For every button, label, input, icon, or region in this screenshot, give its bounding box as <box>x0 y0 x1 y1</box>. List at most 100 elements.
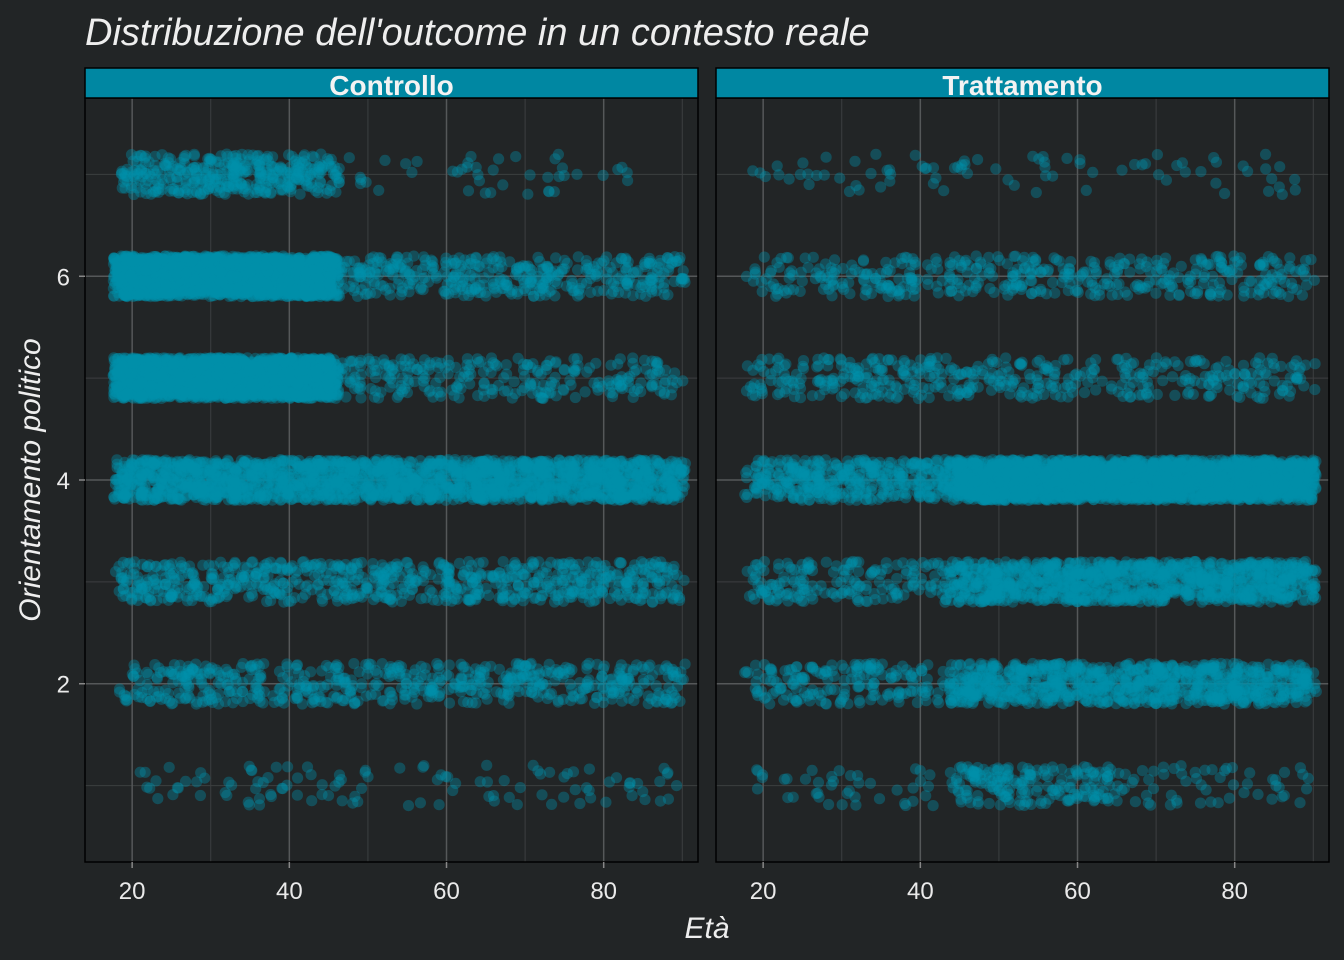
data-point <box>183 666 195 679</box>
data-point <box>519 669 531 681</box>
data-point <box>526 556 538 568</box>
data-point <box>384 698 396 710</box>
data-point <box>550 664 562 676</box>
data-point <box>502 680 514 692</box>
data-point <box>409 493 421 505</box>
data-point <box>223 776 235 788</box>
data-point <box>282 761 294 773</box>
data-point <box>356 591 368 603</box>
data-point <box>190 698 202 710</box>
data-point <box>182 567 194 580</box>
data-point <box>565 695 577 707</box>
data-point <box>255 672 267 684</box>
data-point <box>583 763 596 775</box>
data-point <box>583 674 595 686</box>
data-point <box>250 678 262 690</box>
data-point <box>462 459 474 471</box>
data-point <box>545 688 558 700</box>
data-point <box>653 687 665 699</box>
data-point <box>443 683 455 696</box>
data-point <box>307 681 320 693</box>
data-point <box>584 567 597 579</box>
data-point <box>666 580 678 592</box>
data-point <box>469 670 482 682</box>
data-point <box>398 689 410 701</box>
data-point <box>522 476 534 488</box>
data-point <box>613 686 626 698</box>
data-point <box>423 684 435 696</box>
data-point <box>660 693 672 705</box>
data-point <box>360 659 372 671</box>
data-point <box>245 660 257 672</box>
data-point <box>616 672 628 685</box>
data-point <box>331 679 343 691</box>
data-point <box>391 454 403 466</box>
data-point <box>458 680 470 693</box>
data-point <box>422 691 434 703</box>
data-point <box>485 660 497 672</box>
data-point <box>352 695 364 707</box>
data-point <box>462 594 475 606</box>
data-point <box>243 760 255 772</box>
data-point <box>614 676 626 688</box>
data-point <box>454 681 466 694</box>
data-point <box>321 679 333 691</box>
data-point <box>144 782 156 794</box>
data-point <box>141 561 154 573</box>
data-point <box>574 693 586 705</box>
data-point <box>155 484 167 496</box>
data-point <box>666 696 678 709</box>
data-point <box>566 683 578 696</box>
data-point <box>212 667 224 679</box>
data-point <box>139 766 151 778</box>
data-point <box>420 566 432 578</box>
data-point <box>581 676 593 688</box>
data-point <box>250 783 262 795</box>
data-point <box>273 665 286 678</box>
data-point <box>186 461 198 474</box>
data-point <box>136 692 148 704</box>
data-point <box>520 686 533 698</box>
data-point <box>418 760 430 772</box>
data-point <box>402 800 415 812</box>
data-point <box>339 676 351 688</box>
data-point <box>419 662 431 674</box>
data-point <box>528 687 540 699</box>
data-point <box>510 559 522 571</box>
data-point <box>591 472 603 484</box>
data-point <box>282 680 294 692</box>
data-point <box>227 559 239 572</box>
data-point <box>237 695 249 708</box>
data-point <box>338 677 350 689</box>
data-point <box>552 669 564 681</box>
data-point <box>265 790 277 803</box>
data-point <box>516 668 528 680</box>
data-point <box>583 657 595 670</box>
data-point <box>220 458 232 470</box>
data-point <box>627 664 640 676</box>
data-point <box>552 666 565 679</box>
data-point <box>336 795 348 807</box>
data-point <box>400 669 412 681</box>
data-point <box>212 677 224 689</box>
data-point <box>386 694 398 706</box>
data-point <box>502 689 514 701</box>
data-point <box>174 659 186 671</box>
data-point <box>337 672 350 684</box>
data-point <box>443 459 455 471</box>
data-point <box>250 570 262 583</box>
data-point <box>356 678 368 690</box>
data-point <box>370 688 382 700</box>
data-point <box>501 676 513 688</box>
data-point <box>567 690 579 702</box>
data-point <box>532 572 545 584</box>
data-point <box>658 697 670 709</box>
data-point <box>307 694 319 706</box>
data-point <box>384 594 396 606</box>
data-point <box>151 691 163 703</box>
data-point <box>616 695 628 707</box>
data-point <box>449 678 462 691</box>
data-point <box>631 687 643 699</box>
data-point <box>306 795 318 807</box>
